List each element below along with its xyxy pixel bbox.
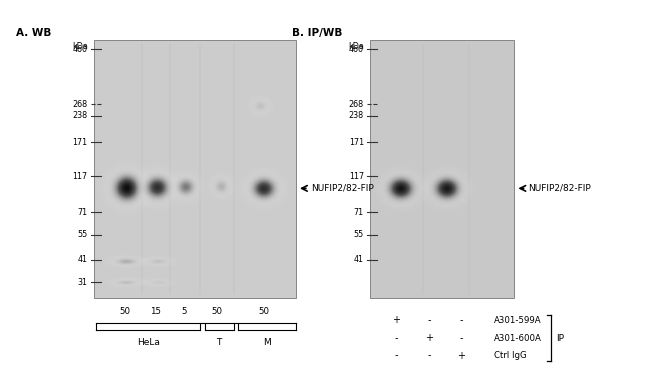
- Text: -: -: [427, 315, 431, 325]
- Text: -: -: [460, 315, 463, 325]
- Text: -: -: [460, 333, 463, 343]
- Text: Ctrl IgG: Ctrl IgG: [494, 351, 526, 360]
- Text: 50: 50: [211, 307, 222, 316]
- Text: NUFIP2/82-FIP: NUFIP2/82-FIP: [528, 184, 592, 193]
- Text: 5: 5: [182, 307, 187, 316]
- Text: +: +: [393, 315, 400, 325]
- Bar: [94, 40, 296, 298]
- Text: B. IP/WB: B. IP/WB: [292, 28, 343, 38]
- Text: IP: IP: [556, 334, 564, 343]
- Text: 117: 117: [73, 172, 88, 181]
- Text: -: -: [395, 351, 398, 360]
- Text: 41: 41: [78, 255, 88, 264]
- Text: 268: 268: [349, 100, 364, 109]
- Text: 71: 71: [77, 208, 88, 217]
- Text: 460: 460: [349, 45, 364, 54]
- Text: -: -: [395, 333, 398, 343]
- Text: NUFIP2/82-FIP: NUFIP2/82-FIP: [311, 184, 374, 193]
- Text: kDa: kDa: [348, 42, 364, 51]
- Text: 238: 238: [73, 111, 88, 120]
- Text: 50: 50: [120, 307, 130, 316]
- Text: 55: 55: [354, 230, 364, 240]
- Text: 71: 71: [354, 208, 364, 217]
- Text: +: +: [458, 351, 465, 360]
- Text: -: -: [427, 351, 431, 360]
- Text: A301-599A: A301-599A: [494, 316, 541, 325]
- Text: 55: 55: [77, 230, 88, 240]
- Text: 50: 50: [259, 307, 269, 316]
- Text: +: +: [425, 333, 433, 343]
- Text: 31: 31: [78, 278, 88, 287]
- Text: M: M: [263, 338, 270, 347]
- Text: 171: 171: [349, 138, 364, 147]
- Text: 268: 268: [73, 100, 88, 109]
- Text: A. WB: A. WB: [16, 28, 51, 38]
- Text: 15: 15: [151, 307, 161, 316]
- Text: 171: 171: [73, 138, 88, 147]
- Text: 238: 238: [349, 111, 364, 120]
- Text: 117: 117: [349, 172, 364, 181]
- Text: kDa: kDa: [72, 42, 88, 51]
- Text: 41: 41: [354, 255, 364, 264]
- Text: A301-600A: A301-600A: [494, 334, 542, 343]
- Bar: [370, 40, 514, 298]
- Text: HeLa: HeLa: [136, 338, 160, 347]
- Text: T: T: [216, 338, 222, 347]
- Text: 460: 460: [73, 45, 88, 54]
